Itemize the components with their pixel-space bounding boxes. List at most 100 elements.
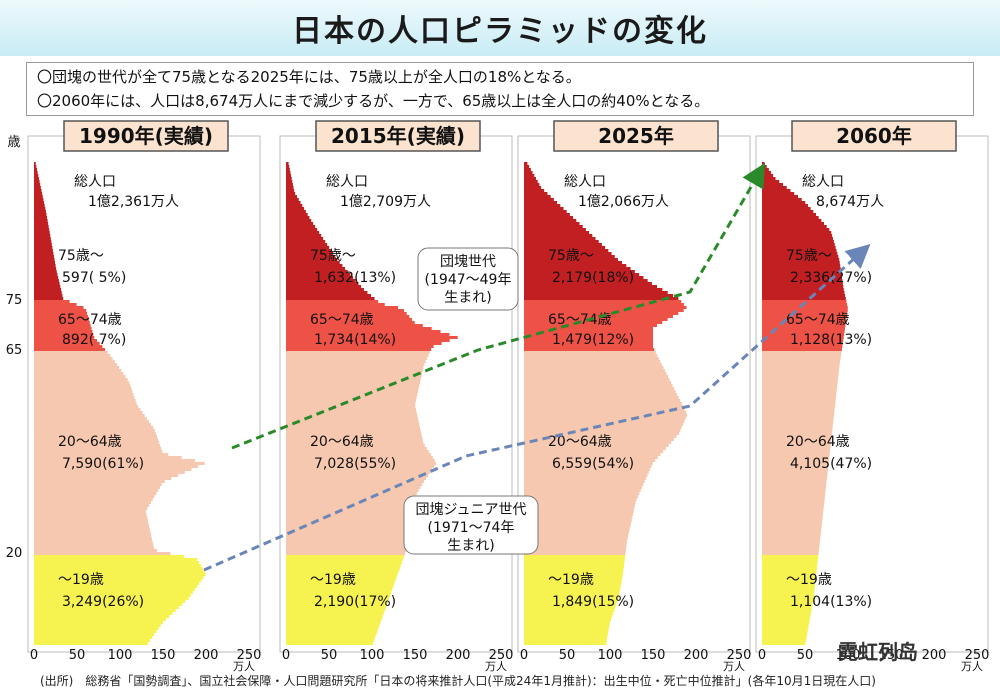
pyramid-bar [762, 465, 829, 468]
pyramid-bar [524, 405, 684, 408]
dankai-arrow [231, 162, 766, 450]
pyramid-bar [286, 309, 404, 312]
segment-value: 892( 7%) [62, 332, 126, 348]
pyramid-bar [286, 291, 368, 294]
segment-label: 20～64歳 [786, 434, 850, 450]
pyramid-bar [286, 264, 343, 267]
dankai-callout-text: (1947～49年 [425, 272, 512, 288]
segment-value: 1,479(12%) [552, 332, 634, 348]
pyramid-bar [286, 543, 407, 546]
pyramid-bar [762, 339, 844, 342]
pyramid-bar [762, 474, 828, 477]
pyramid-bar [34, 639, 151, 642]
pyramid-bar [524, 555, 626, 558]
pyramid-bar [762, 441, 831, 444]
pyramid-bar [524, 228, 586, 231]
pyramid-bar [286, 399, 417, 402]
pyramid-bar [286, 246, 330, 249]
pyramid-bar [286, 597, 390, 600]
pyramid-bar [286, 402, 416, 405]
pyramid-bar [762, 237, 833, 240]
junior-callout-text: 団塊ジュニア世代 [415, 502, 526, 518]
panel-title: 2015年(実績) [331, 124, 465, 148]
pyramid-bar [34, 162, 36, 165]
pyramid-bar [286, 429, 421, 432]
pyramid-bar [524, 615, 613, 618]
pyramid-bar [34, 519, 148, 522]
pyramid-bar [524, 273, 640, 276]
pyramid-bar [524, 288, 663, 291]
pyramid-bar [524, 507, 635, 510]
panel-title: 1990年(実績) [79, 124, 213, 148]
pyramid-bar [762, 384, 838, 387]
pyramid-bar [34, 246, 53, 249]
pyramid-bar [524, 219, 577, 222]
pyramid-bar [524, 462, 653, 465]
x-axis-tick: 200 [684, 648, 709, 663]
pyramid-bar [286, 627, 379, 630]
pyramid-bar [286, 486, 421, 489]
pyramid-bar [34, 330, 93, 333]
pyramid-bar [34, 606, 179, 609]
pyramid-bar [524, 603, 617, 606]
pyramid-bar [34, 450, 163, 453]
pyramid-bar [762, 177, 776, 180]
pyramid-bar [524, 612, 614, 615]
pyramid-bar [34, 264, 56, 267]
pyramid-bar [762, 369, 839, 372]
pyramid-bar [762, 534, 821, 537]
pyramid-bar [34, 342, 100, 345]
pyramid-bar [286, 537, 407, 540]
pyramid-bar [286, 240, 326, 243]
pyramid-bar [286, 273, 351, 276]
pyramid-bar [524, 585, 621, 588]
pyramid-bar [762, 195, 798, 198]
pyramid-bar [524, 282, 652, 285]
pyramid-bar [286, 171, 291, 174]
pyramid-bar [524, 339, 653, 342]
pyramid-bar [34, 384, 131, 387]
pyramid-bar [524, 279, 648, 282]
pyramid-bar [762, 270, 842, 273]
pyramid-bar [34, 198, 44, 201]
pyramid-bar [762, 213, 817, 216]
panel-title-box [791, 120, 957, 152]
pyramid-bar [34, 183, 41, 186]
pyramid-bar [286, 411, 417, 414]
pyramid-bar [286, 513, 407, 516]
pyramid-bar [286, 285, 362, 288]
pyramid-bar [286, 225, 316, 228]
pyramid-bar [34, 459, 196, 462]
pyramid-bar [34, 570, 205, 573]
pyramid-bar [524, 195, 551, 198]
pyramid-bar [34, 465, 199, 468]
pyramid-bar [34, 486, 160, 489]
pyramid-bar [34, 300, 70, 303]
pyramid-bar [762, 483, 827, 486]
pyramid-bar [286, 510, 407, 513]
pyramid-bar [524, 183, 540, 186]
pyramid-bar [524, 234, 593, 237]
pyramid-bar [34, 444, 161, 447]
pyramid-bar [762, 261, 840, 264]
pyramid-bar [286, 204, 303, 207]
source-footnote: (出所) 総務省「国勢調査」、国立社会保障・人口問題研究所「日本の将来推計人口(… [40, 674, 876, 688]
pyramid-bar [524, 375, 668, 378]
title-bar [0, 0, 1000, 56]
pyramid-bar [286, 165, 290, 168]
pyramid-bar [524, 258, 618, 261]
y-axis-tick: 75 [6, 293, 23, 308]
pyramid-bar [762, 522, 822, 525]
pyramid-bar [34, 216, 48, 219]
pyramid-bar [286, 330, 441, 333]
pyramid-bar [34, 390, 133, 393]
pyramid-bar [762, 504, 824, 507]
pyramid-bar [762, 456, 830, 459]
x-axis-tick: 0 [282, 648, 290, 663]
pyramid-bar [34, 513, 147, 516]
pyramid-bar [524, 438, 674, 441]
pyramid-bar [524, 327, 653, 330]
pyramid-bar [524, 423, 684, 426]
pyramid-bar [762, 555, 819, 558]
pyramid-bar [524, 243, 602, 246]
